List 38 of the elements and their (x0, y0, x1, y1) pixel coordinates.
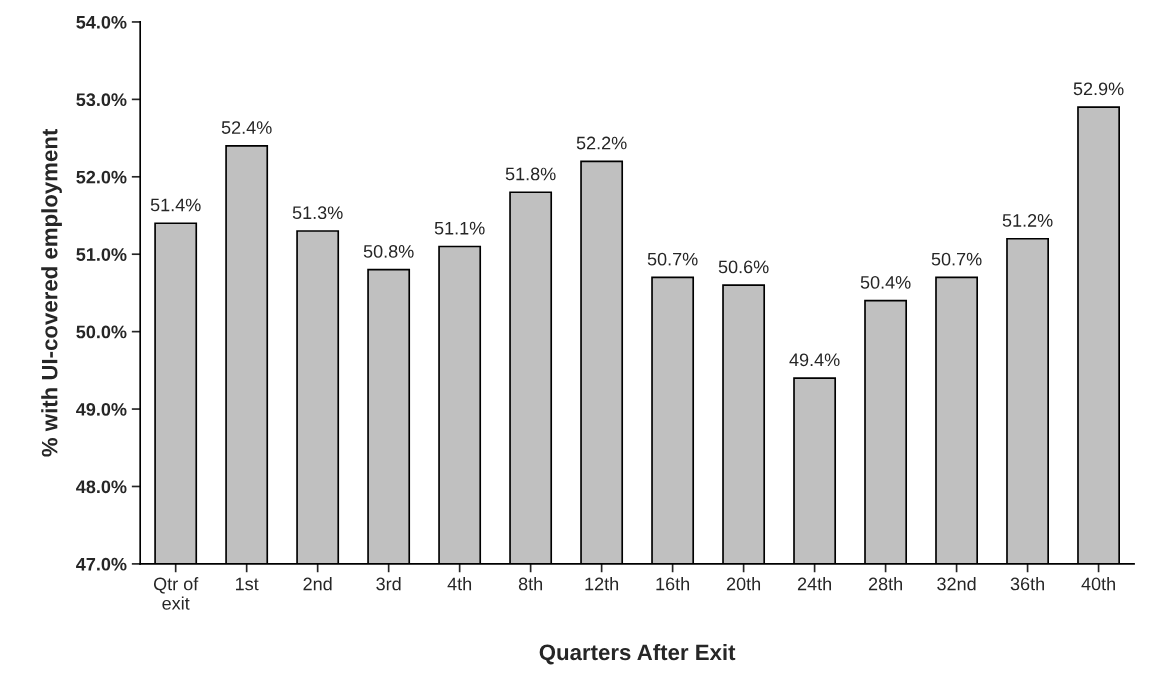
y-tick-label: 51.0% (76, 248, 127, 261)
x-axis-title: Quarters After Exit (539, 643, 736, 665)
data-label: 51.8% (505, 167, 556, 181)
x-tick-label: 32nd (937, 577, 976, 591)
x-tick-label: 4th (447, 577, 472, 591)
x-tick-label: 40th (1081, 577, 1115, 591)
x-tick-label: 28th (868, 577, 902, 591)
data-label: 50.7% (647, 252, 698, 266)
y-tick-label: 50.0% (76, 325, 127, 339)
y-tick-label: 47.0% (76, 557, 127, 571)
data-label: 51.4% (150, 198, 201, 212)
y-axis-title: % with UI-covered employment (41, 128, 62, 457)
data-label: 50.8% (363, 245, 414, 258)
data-label: 51.1% (434, 221, 485, 235)
x-tick-label: 2nd (303, 577, 332, 591)
data-label: 52.4% (221, 121, 272, 134)
x-tick-label: 8th (518, 577, 543, 591)
data-label: 50.6% (718, 260, 769, 274)
x-tick-label: 3rd (376, 577, 401, 591)
data-label: 52.9% (1073, 82, 1124, 96)
data-label: 52.2% (576, 136, 627, 150)
x-tick-label: 36th (1010, 577, 1044, 591)
y-tick-label: 52.0% (76, 170, 127, 184)
x-tick-label: 12th (585, 577, 619, 591)
x-tick-label: 24th (797, 577, 831, 591)
data-label: 51.3% (292, 206, 343, 220)
data-label: 49.4% (789, 353, 840, 367)
x-tick-label: Qtr of exit (153, 577, 199, 610)
y-tick-label: 49.0% (76, 402, 127, 416)
data-label: 50.4% (860, 275, 911, 289)
data-label: 50.7% (931, 252, 982, 266)
y-tick-label: 53.0% (76, 93, 127, 107)
x-tick-label: 1st (236, 577, 259, 591)
y-tick-label: 54.0% (76, 15, 127, 29)
data-label: 51.2% (1002, 214, 1053, 227)
y-tick-label: 48.0% (76, 480, 127, 494)
x-tick-label: 20th (726, 577, 761, 591)
x-tick-label: 16th (656, 577, 690, 591)
